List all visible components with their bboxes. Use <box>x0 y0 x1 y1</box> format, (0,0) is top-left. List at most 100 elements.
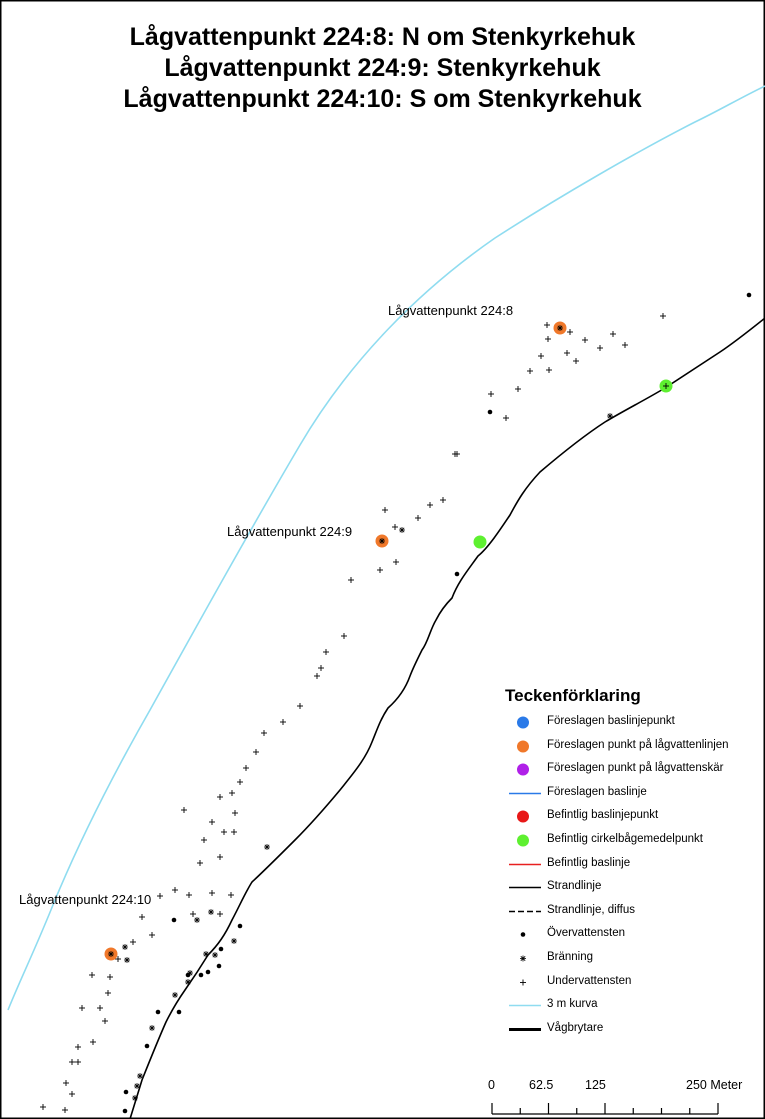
undervattensten-mark <box>622 342 628 348</box>
undervattensten-mark <box>341 633 347 639</box>
overvattensten-mark <box>176 1009 182 1015</box>
legend-item: 3 m kurva <box>505 994 760 1018</box>
legend-item-label: Befintlig cirkelbågemedelpunkt <box>547 832 703 845</box>
overvattensten-mark <box>454 571 460 577</box>
undervattensten-mark <box>201 837 207 843</box>
undervattensten-mark <box>323 649 329 655</box>
legend-item: Strandlinje <box>505 876 760 900</box>
undervattensten-mark <box>415 515 421 521</box>
legend-symbol-circle <box>517 763 529 776</box>
undervattensten-mark <box>97 1005 103 1011</box>
undervattensten-mark <box>69 1091 75 1097</box>
undervattensten-mark <box>544 322 550 328</box>
branning-mark <box>124 957 130 963</box>
overvattensten-mark <box>198 972 204 978</box>
circle-center-point-2[interactable] <box>473 535 487 549</box>
overvattensten-mark <box>205 969 211 975</box>
branning-mark <box>172 992 178 998</box>
branning-mark <box>212 952 218 958</box>
legend-symbol-plus <box>520 979 526 986</box>
legend-item: Föreslagen punkt på lågvattenlinjen <box>505 735 760 759</box>
legend-item-label: Strandlinje, diffus <box>547 903 636 916</box>
point-label-224-10: Lågvattenpunkt 224:10 <box>19 892 152 907</box>
legend-symbol-line <box>509 886 541 889</box>
undervattensten-mark <box>610 331 616 337</box>
scale-bar-ruler <box>491 1103 719 1115</box>
legend-symbol-line <box>509 792 541 795</box>
overvattensten-mark <box>144 1043 150 1049</box>
undervattensten-mark <box>573 358 579 364</box>
low-water-point-224-9[interactable] <box>375 534 389 548</box>
undervattensten-mark <box>546 367 552 373</box>
undervattensten-mark <box>377 567 383 573</box>
branning-mark <box>149 1025 155 1031</box>
undervattensten-mark <box>217 911 223 917</box>
legend-item-label: Strandlinje <box>547 880 602 893</box>
undervattensten-mark <box>89 972 95 978</box>
undervattensten-mark <box>314 673 320 679</box>
shoreline-line <box>129 317 765 1119</box>
undervattensten-mark <box>538 353 544 359</box>
legend-item-label: Föreslagen baslinjepunkt <box>547 715 675 727</box>
undervattensten-mark <box>40 1104 46 1110</box>
legend-symbol-line <box>509 1004 541 1007</box>
legend-item: Övervattensten <box>505 923 760 947</box>
point-label-224-9: Lågvattenpunkt 224:9 <box>227 524 353 539</box>
undervattensten-mark <box>63 1080 69 1086</box>
legend-item-label: Bränning <box>547 950 594 963</box>
undervattensten-mark <box>217 794 223 800</box>
branning-mark <box>134 1083 140 1089</box>
low-water-point-224-10[interactable] <box>104 947 118 961</box>
undervattensten-mark <box>157 893 163 899</box>
legend-symbol-circle <box>517 810 529 823</box>
undervattensten-mark <box>232 810 238 816</box>
legend-item-label: Föreslagen baslinje <box>547 785 647 798</box>
undervattensten-mark <box>660 313 666 319</box>
undervattensten-mark <box>567 329 573 335</box>
undervattensten-mark <box>190 911 196 917</box>
undervattensten-mark <box>243 765 249 771</box>
branning-mark <box>122 944 128 950</box>
map-points <box>104 321 673 961</box>
legend-item-label: Undervattensten <box>547 974 632 987</box>
undervattensten-mark <box>488 391 494 397</box>
legend-symbol-circle <box>517 716 529 729</box>
branning-mark <box>231 938 237 944</box>
overvattensten-mark <box>122 1108 128 1114</box>
undervattensten-mark <box>237 779 243 785</box>
legend-item: Föreslagen baslinje <box>505 782 760 806</box>
undervattensten-mark <box>503 415 509 421</box>
undervattensten-mark <box>75 1044 81 1050</box>
legend-item: Undervattensten <box>505 971 760 995</box>
scale-label-250-meter: 250 Meter <box>686 1078 743 1092</box>
undervattensten-mark <box>382 507 388 513</box>
legend-symbol-dashed-line <box>509 910 541 912</box>
overvattensten-mark <box>237 923 243 929</box>
low-water-point-224-8[interactable] <box>553 321 567 335</box>
circle-center-point-1[interactable] <box>659 379 673 393</box>
map-legend: Teckenförklaring Föreslagen baslinjepunk… <box>505 686 760 1041</box>
overvattensten-mark <box>218 946 224 952</box>
legend-item-label: Föreslagen punkt på lågvattenlinjen <box>547 738 729 751</box>
undervattensten-mark <box>318 665 324 671</box>
legend-symbol-circle <box>517 834 529 847</box>
undervattensten-mark <box>297 703 303 709</box>
undervattensten-mark <box>229 790 235 796</box>
branning-mark <box>264 844 270 850</box>
undervattensten-mark <box>130 939 136 945</box>
contour-3m-line <box>7 85 765 1011</box>
undervattensten-mark <box>139 914 145 920</box>
scale-bar: 0 62.5 125 250 Meter <box>487 1078 765 1118</box>
overvattensten-mark <box>123 1089 129 1095</box>
undervattensten-mark <box>209 890 215 896</box>
branning-mark <box>185 979 191 985</box>
undervattensten-mark <box>105 990 111 996</box>
overvattensten-mark <box>155 1009 161 1015</box>
legend-item-label: Befintlig baslinje <box>547 856 631 869</box>
overvattensten-mark <box>746 292 752 298</box>
undervattensten-mark <box>452 451 458 457</box>
map-title-line-1: Lågvattenpunkt 224:8: N om Stenkyrkehuk <box>129 23 636 51</box>
legend-item-label: Vågbrytare <box>547 1021 604 1034</box>
